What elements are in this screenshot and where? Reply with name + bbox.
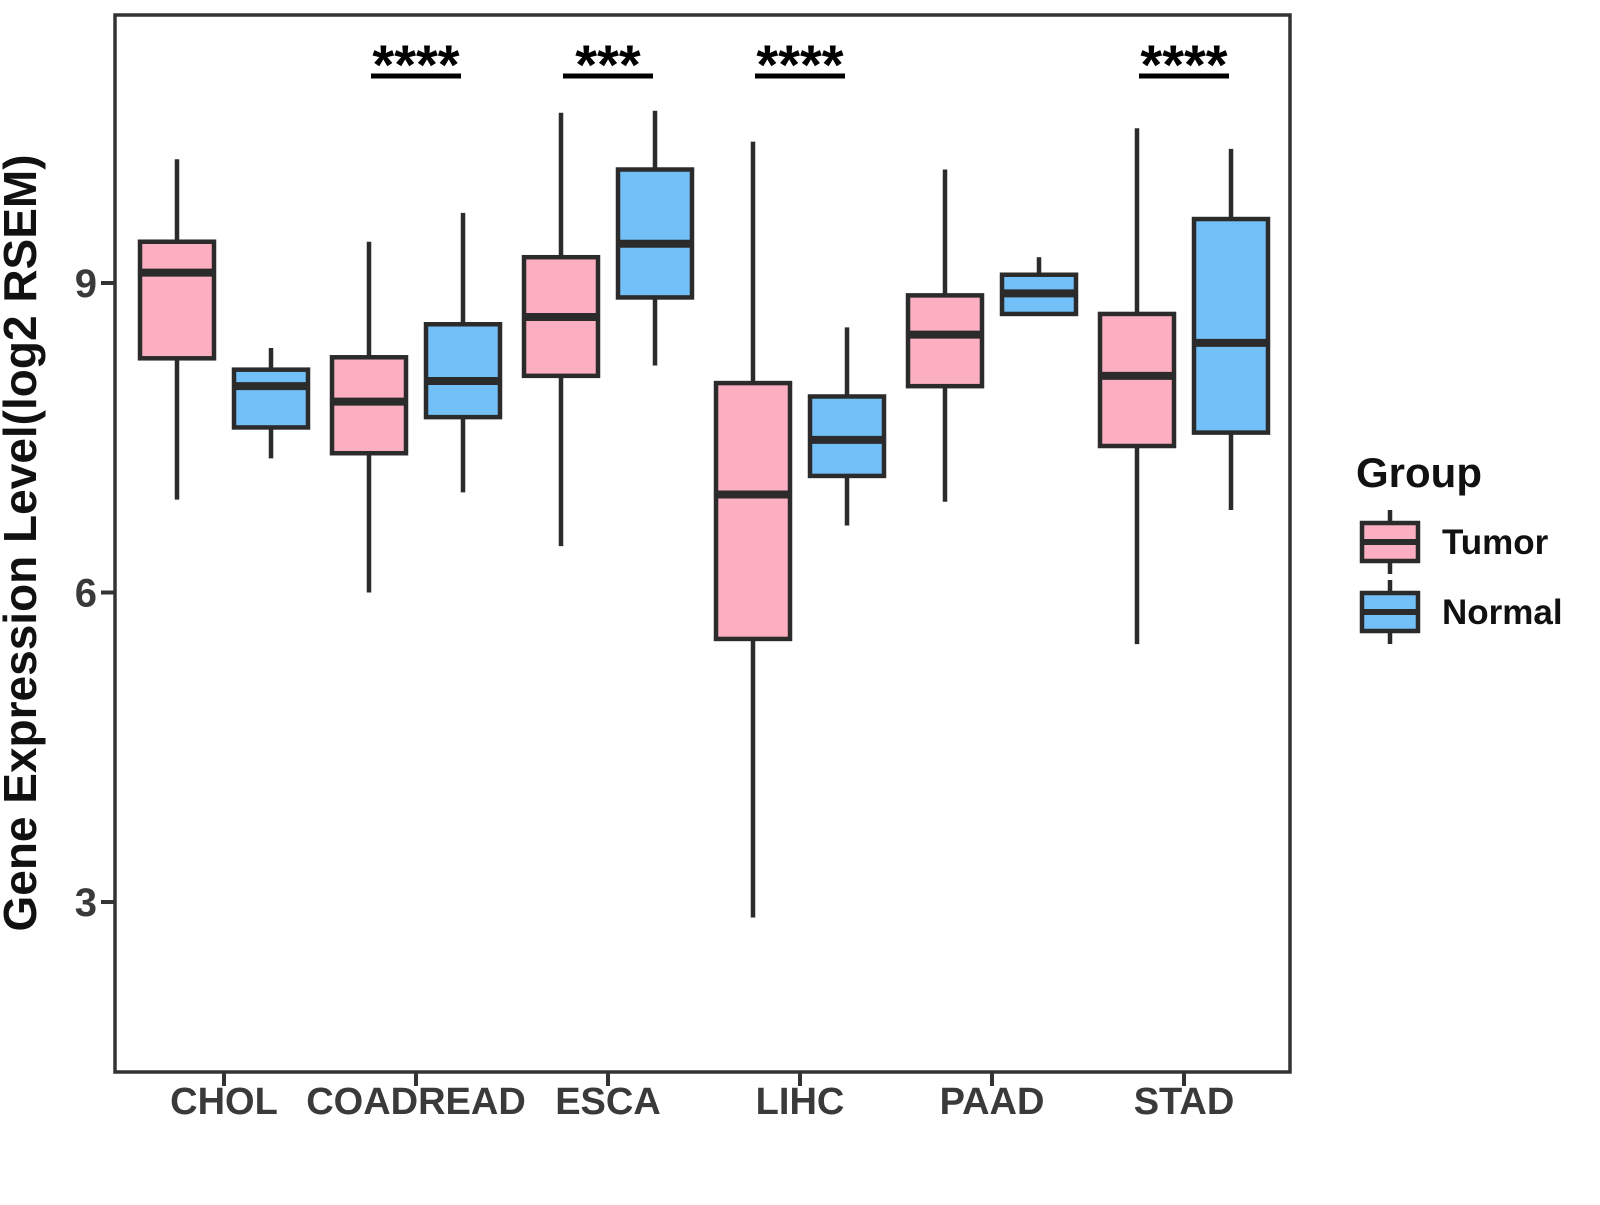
box-CHOL-Normal [231, 367, 311, 430]
legend-label-normal: Normal [1442, 593, 1563, 632]
sig-stars-COADREAD: **** [372, 33, 459, 96]
box-LIHC-Tumor [713, 380, 793, 642]
legend-label-tumor: Tumor [1442, 523, 1549, 562]
legend-item-tumor: Tumor [1359, 510, 1549, 574]
box-layer [137, 167, 1271, 642]
sig-stars-STAD: **** [1140, 33, 1227, 96]
plot-panel-border [113, 13, 1292, 1074]
y-tick-label-6: 6 [75, 572, 97, 616]
box-CHOL-Tumor [137, 239, 217, 361]
x-tick-label-ESCA: ESCA [555, 1081, 661, 1123]
box-STAD-Tumor [1097, 311, 1177, 449]
box-STAD-Normal [1191, 216, 1271, 435]
y-tick-label-9: 9 [75, 262, 97, 306]
significance-layer: **** *** **** **** [371, 33, 1229, 96]
x-tick-label-COADREAD: COADREAD [306, 1081, 526, 1123]
y-tick-label-3: 3 [75, 881, 97, 925]
box-COADREAD-Normal [423, 322, 503, 420]
x-tick-label-CHOL: CHOL [170, 1081, 278, 1123]
sig-stars-ESCA: *** [575, 33, 641, 96]
x-tick-label-PAAD: PAAD [940, 1081, 1045, 1123]
x-tick-label-STAD: STAD [1134, 1081, 1235, 1123]
y-axis-title: Gene Expression Level(log2 RSEM) [0, 154, 46, 931]
whisker-layer [174, 110, 1234, 918]
box-PAAD-Tumor [905, 293, 985, 389]
legend-item-normal: Normal [1359, 580, 1563, 644]
x-tick-label-LIHC: LIHC [756, 1081, 845, 1123]
axis-layer: CHOL COADREAD ESCA LIHC PAAD STAD 3 6 9 [75, 262, 1235, 1123]
legend-title: Group [1356, 449, 1482, 496]
legend: Group Tumor Normal [1356, 449, 1563, 644]
sig-stars-LIHC: **** [756, 33, 843, 96]
box-ESCA-Normal [615, 167, 695, 300]
